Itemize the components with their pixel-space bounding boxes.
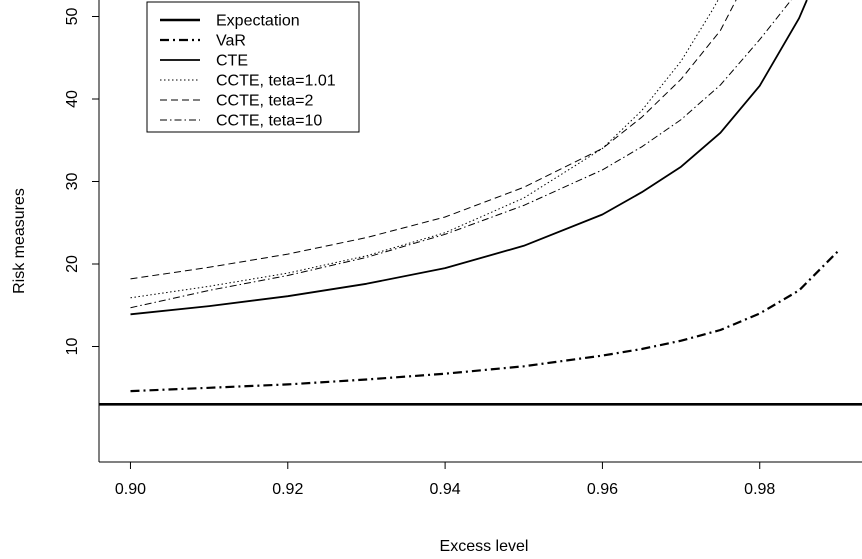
axis-layer: 0.90 0.92 0.94 0.96 0.98 10 20 30 40 50 [64,0,862,498]
y-axis-label: Risk measures [11,188,28,294]
y-tick-label: 40 [64,90,81,108]
series-line-var [130,250,840,393]
legend-label-cte: CTE [216,53,248,70]
y-tick-label: 20 [64,255,81,273]
y-tick-label: 10 [64,338,81,356]
legend-label-ccte-teta-10: CCTE, teta=10 [216,113,322,130]
legend-label-ccte-teta-1-01: CCTE, teta=1.01 [216,73,336,90]
x-tick-label: 0.94 [430,481,461,498]
x-tick-label: 0.92 [272,481,303,498]
x-tick-label: 0.98 [744,481,775,498]
legend-label-ccte-teta-2: CCTE, teta=2 [216,93,313,110]
x-tick-label: 0.96 [587,481,618,498]
series-line-ccte-teta-1-01 [130,0,719,299]
series-line-ccte-teta-2 [130,0,737,280]
legend-label-var: VaR [216,33,246,50]
x-axis-label: Excess level [440,538,529,555]
x-tick-label: 0.90 [115,481,146,498]
legend-box [146,1,360,133]
series-line-ccte-teta-10 [130,0,792,309]
y-tick-label: 30 [64,173,81,191]
series-line-cte [130,0,808,316]
legend: Expectation VaR CTE CCTE, teta=1.01 CCTE, te… [146,1,360,133]
series-layer [99,0,862,406]
y-tick-label: 50 [64,8,81,26]
legend-label-expectation: Expectation [216,13,300,30]
